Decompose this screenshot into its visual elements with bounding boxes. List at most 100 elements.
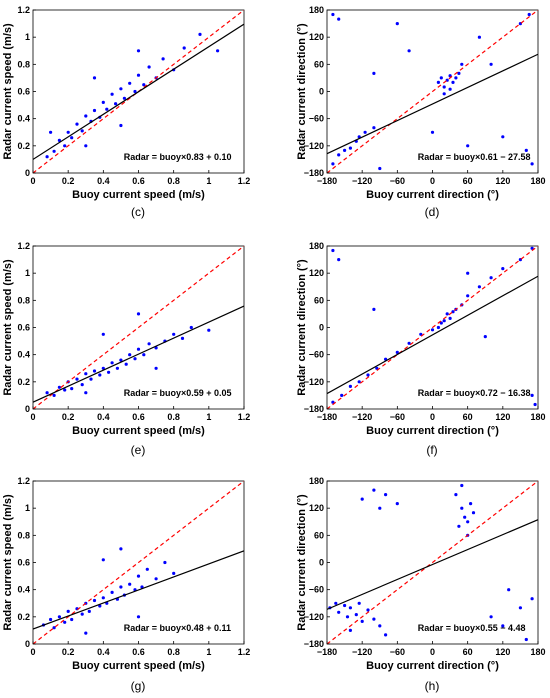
- chart-5-point-9: [366, 608, 370, 612]
- chart-0-point-13: [105, 107, 109, 111]
- chart-0-point-27: [198, 32, 202, 37]
- chart-4-point-25: [163, 560, 167, 565]
- chart-2-point-11: [98, 373, 102, 377]
- chart-2-point-0: [45, 391, 49, 395]
- chart-5-xtick-label-5: 120: [495, 647, 510, 657]
- chart-1-xtick-label-1: −120: [352, 176, 372, 186]
- chart-4-ytick-label-4: 0.8: [17, 530, 30, 540]
- chart-5-point-31: [501, 624, 505, 628]
- chart-1-point-13: [442, 85, 446, 89]
- chart-0-y-axis-title: Radar current speed (m/s): [2, 23, 14, 160]
- chart-5-xtick-label-3: 0: [430, 647, 435, 657]
- chart-2-x-axis-title: Buoy current speed (m/s): [72, 425, 205, 437]
- chart-0-point-18: [128, 81, 132, 85]
- chart-3-caption: (f): [426, 443, 437, 457]
- chart-0-point-16: [119, 87, 123, 91]
- chart-5-point-17: [395, 502, 399, 506]
- chart-4-ytick-label-3: 0.6: [17, 558, 30, 568]
- chart-2-point-12: [101, 366, 105, 370]
- chart-2-point-32: [154, 366, 158, 370]
- chart-5-point-22: [466, 520, 470, 524]
- chart-3-ytick-label-3: 0: [319, 323, 324, 333]
- chart-2-point-6: [75, 377, 79, 381]
- chart-2: 0 0.2 0.4 0.6 0.8 1 1.2 0 0.2 0.4 0.6 0.8 1 1.2 Buoy c…: [2, 241, 250, 457]
- chart-0-point-5: [70, 136, 74, 140]
- chart-2-point-21: [142, 353, 146, 357]
- chart-5-fit-line: [327, 519, 538, 610]
- chart-4-xtick-label-1: 0.2: [62, 647, 75, 657]
- chart-0-point-33: [92, 76, 97, 80]
- chart-5-xtick-label-1: −120: [352, 647, 372, 657]
- chart-3-point-16: [451, 310, 455, 314]
- chart-5-point-3: [343, 603, 347, 608]
- chart-1-ytick-label-4: 60: [314, 59, 324, 69]
- chart-0-ytick-label-2: 0.4: [17, 114, 30, 124]
- chart-5-point-14: [360, 497, 364, 501]
- chart-5-point-26: [457, 524, 461, 528]
- chart-0-ytick-label-4: 0.8: [17, 59, 30, 69]
- chart-4-point-15: [110, 590, 114, 595]
- chart-2-fit-line: [33, 305, 244, 403]
- chart-5-point-2: [337, 610, 341, 614]
- chart-4-point-24: [154, 577, 158, 581]
- chart-2-point-13: [107, 370, 111, 374]
- chart-5-point-30: [530, 597, 534, 601]
- chart-3: −180 −120 −60 0 60 120 180 −180 −120 −60 0 60 120 180…: [296, 241, 546, 457]
- chart-0-point-8: [84, 114, 88, 118]
- chart-0-xtick-label-4: 0.8: [167, 176, 180, 186]
- chart-2-point-20: [136, 347, 141, 351]
- chart-4-point-10: [87, 609, 91, 614]
- chart-5-ytick-label-4: 60: [314, 530, 324, 540]
- chart-3-point-20: [477, 285, 481, 289]
- chart-2-point-30: [136, 312, 141, 316]
- chart-1-point-10: [337, 17, 341, 21]
- chart-0-ytick-label-0: 0: [25, 168, 30, 178]
- chart-4-point-23: [145, 567, 149, 571]
- chart-4-xtick-label-6: 1.2: [238, 647, 251, 657]
- chart-3-point-14: [445, 312, 449, 316]
- chart-0-point-20: [136, 73, 141, 77]
- chart-1-ytick-label-5: 120: [309, 32, 324, 42]
- chart-2-y-axis-title: Radar current speed (m/s): [2, 259, 14, 396]
- chart-5-point-10: [372, 617, 376, 621]
- chart-5: −180 −120 −60 0 60 120 180 −180 −120 −60 0 60 120 180…: [296, 476, 546, 693]
- chart-4-ytick-label-1: 0.2: [17, 612, 30, 622]
- chart-0-point-1: [52, 149, 56, 153]
- chart-4-y-axis-title: Radar current speed (m/s): [2, 494, 14, 631]
- chart-3-point-1: [340, 393, 344, 397]
- chart-2-point-15: [115, 366, 119, 370]
- chart-2-point-18: [128, 353, 132, 357]
- chart-2-point-14: [110, 361, 114, 365]
- chart-5-point-25: [460, 483, 464, 488]
- chart-3-point-28: [530, 393, 534, 397]
- chart-0-point-17: [122, 96, 126, 100]
- chart-2-point-28: [207, 328, 211, 332]
- chart-5-point-4: [345, 615, 350, 619]
- chart-0-ytick-label-3: 0.6: [17, 87, 30, 97]
- chart-3-point-29: [372, 307, 376, 311]
- chart-0-point-14: [110, 92, 114, 96]
- chart-2-ytick-label-1: 0.2: [17, 377, 30, 387]
- chart-0-point-26: [182, 46, 186, 50]
- chart-1-point-28: [430, 130, 435, 134]
- chart-2-xtick-label-4: 0.8: [167, 412, 180, 422]
- chart-0-xtick-label-2: 0.4: [97, 176, 110, 186]
- chart-5-point-13: [348, 628, 352, 633]
- chart-5-xtick-label-2: −60: [390, 647, 405, 657]
- chart-2-ytick-label-0: 0: [25, 404, 30, 414]
- chart-0-point-28: [216, 49, 220, 53]
- chart-5-point-7: [357, 601, 361, 605]
- chart-3-point-15: [448, 316, 452, 320]
- chart-5-point-6: [354, 613, 358, 617]
- chart-5-point-24: [471, 511, 476, 515]
- chart-5-ytick-label-0: −180: [304, 639, 324, 649]
- chart-0-regression-annotation: Radar = buoy×0.83 + 0.10: [124, 152, 232, 162]
- chart-0-point-24: [161, 57, 165, 61]
- chart-4-point-28: [119, 547, 123, 551]
- chart-3-xtick-label-4: 60: [463, 412, 473, 422]
- chart-1-xtick-label-0: −180: [317, 176, 337, 186]
- chart-3-y-axis-title: Radar current direction (°): [296, 259, 308, 396]
- chart-3-ytick-label-0: −180: [304, 404, 324, 414]
- chart-5-ytick-label-6: 180: [309, 476, 324, 486]
- chart-4-xtick-label-5: 1: [206, 647, 211, 657]
